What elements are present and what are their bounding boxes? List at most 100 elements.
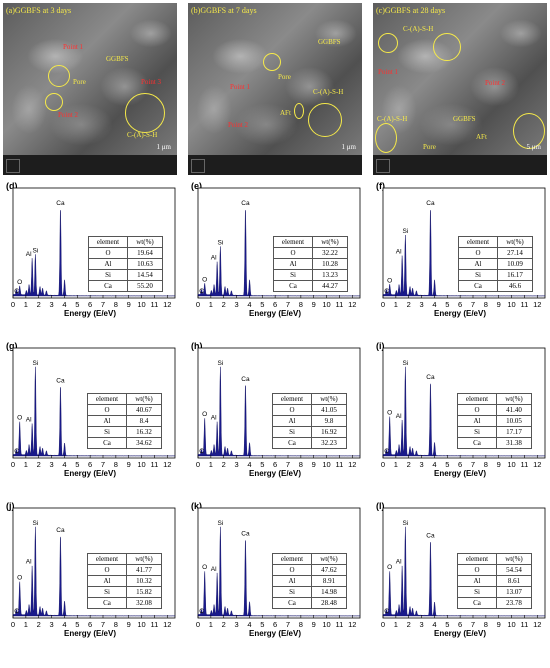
x-tick-label: 5 xyxy=(75,620,79,629)
x-tick-label: 9 xyxy=(497,460,501,469)
x-tick-label: 10 xyxy=(322,300,330,309)
table-row: Si 16.17 xyxy=(458,269,533,281)
x-tick-label: 7 xyxy=(286,460,290,469)
x-tick-label: 1 xyxy=(24,620,28,629)
peak-label: Ca xyxy=(426,532,435,539)
x-tick-label: 11 xyxy=(336,620,344,629)
table-header-cell: element xyxy=(87,393,127,405)
peak-label: O xyxy=(17,415,22,422)
table-row: Ca 46.6 xyxy=(458,280,533,292)
x-tick-label: 2 xyxy=(222,300,226,309)
sem-title: (a)GGBFS at 3 days xyxy=(6,6,72,15)
x-tick-label: 9 xyxy=(312,460,316,469)
element-cell: Ca xyxy=(88,280,128,292)
x-tick-label: 0 xyxy=(196,460,200,469)
table-row: Ca 32.23 xyxy=(272,437,347,449)
x-tick-label: 4 xyxy=(62,300,66,309)
peak-label: Al xyxy=(26,416,32,423)
x-axis-label: Energy (E/eV) xyxy=(433,309,486,318)
x-tick-label: 4 xyxy=(62,460,66,469)
element-cell: Ca xyxy=(272,437,312,449)
peak-label: C xyxy=(14,608,19,615)
x-tick-label: 9 xyxy=(312,300,316,309)
peak-label: Ca xyxy=(426,374,435,381)
eds-spectrum-panel: (l) O Al Si Ca C 0 1 2 3 4 5 6 7 8 9 10 11 12 Energy (E/eV)… xyxy=(373,498,547,648)
x-tick-label: 5 xyxy=(445,300,449,309)
peak-label: O xyxy=(17,279,22,286)
table-header-cell: element xyxy=(87,553,127,565)
table-row: Ca 55.20 xyxy=(88,280,163,292)
table-header-cell: wt(%) xyxy=(497,236,533,248)
table-header-cell: wt(%) xyxy=(312,236,348,248)
highlight-circle xyxy=(294,103,304,119)
element-cell: Si xyxy=(458,269,498,281)
x-tick-label: 8 xyxy=(114,300,118,309)
peak-label: Al xyxy=(26,559,32,566)
sem-label: C-(A)-S-H xyxy=(313,88,344,96)
x-tick-label: 2 xyxy=(407,460,411,469)
x-tick-label: 11 xyxy=(521,460,529,469)
panel-label: (g) xyxy=(6,341,18,351)
composition-table: element wt(%) O 41.40 Al 10.05 Si 17.17 Ca 31.38 xyxy=(457,393,532,449)
wt-cell: 16.92 xyxy=(311,426,347,438)
sem-title: (b)GGBFS at 7 days xyxy=(191,6,257,15)
sem-title: (c)GGBFS at 28 days xyxy=(376,6,446,15)
table-row: Si 13.07 xyxy=(457,586,532,598)
element-cell: Al xyxy=(272,415,312,427)
wt-cell: 32.23 xyxy=(311,437,347,449)
scale-bar: 1 μm xyxy=(156,143,171,151)
table-header-cell: element xyxy=(458,236,498,248)
table-row: Al 8.4 xyxy=(87,415,162,427)
element-cell: Al xyxy=(87,575,127,587)
peak-label: Si xyxy=(32,360,38,367)
x-tick-label: 9 xyxy=(127,300,131,309)
peak-label: C xyxy=(14,448,19,455)
x-tick-label: 4 xyxy=(247,620,251,629)
x-tick-label: 1 xyxy=(394,300,398,309)
x-tick-label: 4 xyxy=(62,620,66,629)
peak-label: Ca xyxy=(241,376,250,383)
panel-label: (f) xyxy=(376,181,385,191)
x-tick-label: 12 xyxy=(348,300,356,309)
x-tick-label: 7 xyxy=(471,460,475,469)
table-header-cell: wt(%) xyxy=(126,553,162,565)
element-cell: Ca xyxy=(273,280,313,292)
x-tick-label: 8 xyxy=(484,460,488,469)
x-axis-label: Energy (E/eV) xyxy=(248,309,301,318)
x-tick-label: 3 xyxy=(419,300,423,309)
sem-label: C-(A)-S-H xyxy=(127,131,158,139)
spectrum-trace xyxy=(12,210,176,297)
x-tick-label: 12 xyxy=(163,300,171,309)
peak-label: Ca xyxy=(56,200,65,207)
x-axis-label: Energy (E/eV) xyxy=(63,309,116,318)
x-tick-label: 10 xyxy=(507,460,515,469)
peak-label: Si xyxy=(402,228,408,235)
x-tick-label: 3 xyxy=(234,460,238,469)
sem-label: AFt xyxy=(476,133,487,141)
eds-spectrum-panel: (d) O Al Si Ca C 0 1 2 3 4 5 6 7 8 9 10 11 12 Energy (E/eV)… xyxy=(3,178,177,328)
x-tick-label: 5 xyxy=(75,300,79,309)
sem-image-b: (b)GGBFS at 7 days Point 1 Point 2 GGBFS… xyxy=(188,3,362,175)
element-cell: Al xyxy=(88,258,128,270)
wt-cell: 10.05 xyxy=(496,415,532,427)
spectrum-trace xyxy=(12,366,176,457)
sem-info-bar xyxy=(373,155,547,175)
x-tick-label: 5 xyxy=(260,460,264,469)
wt-cell: 10.09 xyxy=(497,258,533,270)
table-row: Si 14.54 xyxy=(88,269,163,281)
x-axis-label: Energy (E/eV) xyxy=(248,469,301,478)
highlight-circle xyxy=(48,65,70,87)
x-tick-label: 7 xyxy=(286,300,290,309)
spectrum-trace xyxy=(197,366,361,457)
x-tick-label: 6 xyxy=(458,620,462,629)
wt-cell: 8.61 xyxy=(496,575,532,587)
x-tick-label: 1 xyxy=(394,460,398,469)
wt-cell: 47.62 xyxy=(311,564,347,576)
x-tick-label: 6 xyxy=(273,620,277,629)
peak-label: Ca xyxy=(56,527,65,534)
sem-image-c: (c)GGBFS at 28 days C-(A)-S-H Point 1 Po… xyxy=(373,3,547,175)
x-tick-label: 11 xyxy=(521,620,529,629)
element-cell: Si xyxy=(457,586,497,598)
element-cell: Ca xyxy=(87,597,127,609)
panel-label: (j) xyxy=(6,501,15,511)
